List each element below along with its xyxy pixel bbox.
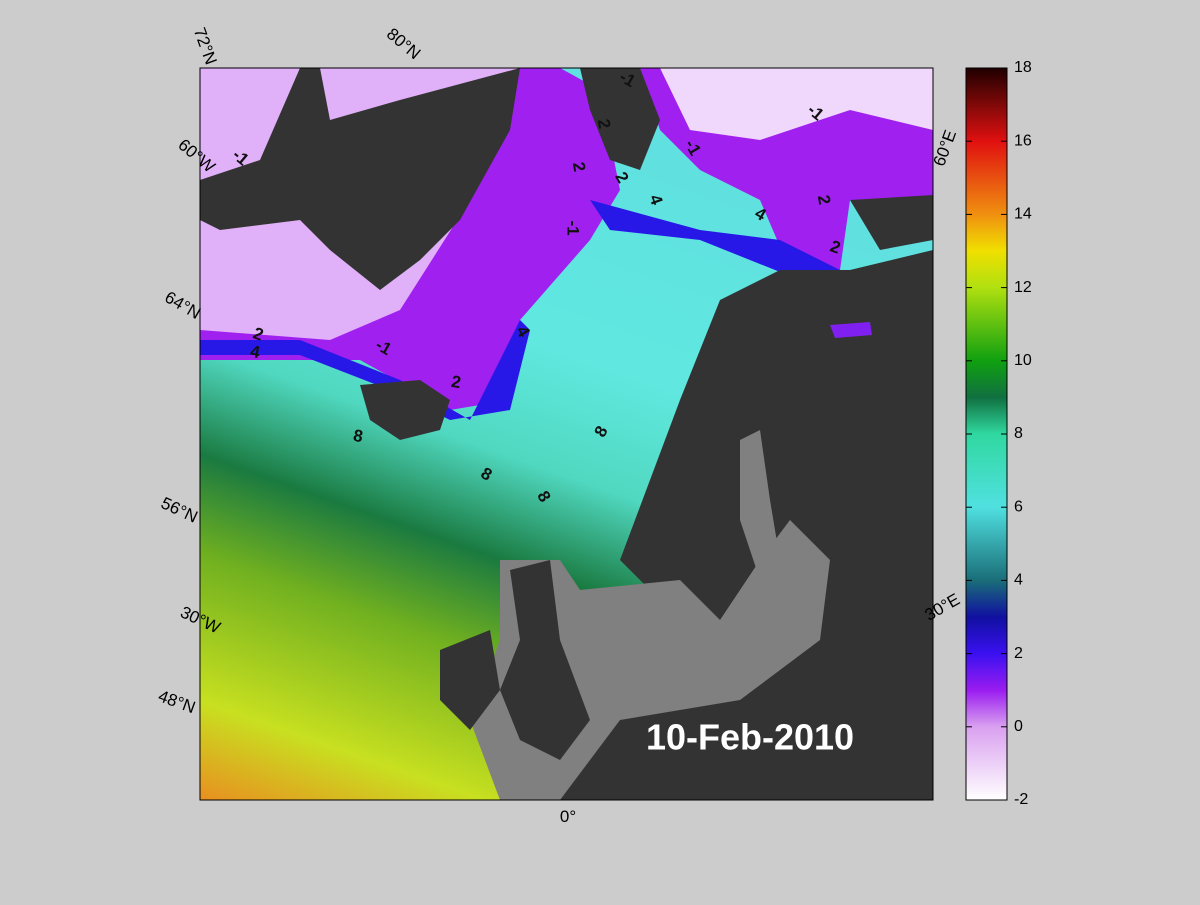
colorbar-tick-label: 4 (1014, 572, 1023, 589)
colorbar-tick-label: 8 (1014, 425, 1023, 442)
front-west (200, 320, 530, 420)
date-label: 10-Feb-2010 (646, 717, 854, 758)
lat-label: 64°N (162, 288, 204, 323)
contour-label: 8 (352, 426, 365, 446)
lon-label: 60°E (930, 127, 961, 168)
kola (850, 195, 933, 250)
colorbar-tick-label: 16 (1014, 132, 1032, 149)
contour-label: -1 (564, 220, 583, 235)
contour-label: 2 (450, 372, 463, 392)
britain (500, 560, 590, 760)
colorbar-tick-label: 12 (1014, 279, 1032, 296)
colorbar-tick-label: 0 (1014, 718, 1023, 735)
contour-label: 2 (569, 161, 589, 174)
lat-label: 48°N (156, 686, 198, 717)
iceland (360, 380, 450, 440)
front (590, 200, 840, 280)
contour-label: 2 (594, 118, 614, 131)
greenland (200, 68, 520, 290)
contour-label: 4 (249, 342, 262, 362)
colorbar (965, 67, 1008, 801)
map-area (200, 68, 933, 800)
colorbar-tick-label: 10 (1014, 352, 1032, 369)
lat-label: 72°N (190, 25, 221, 67)
baltic (740, 430, 780, 580)
contour-label: 2 (814, 194, 834, 207)
ice-water-east (660, 68, 933, 140)
map-frame (199, 67, 934, 801)
white-sea (830, 322, 872, 338)
lat-label: 80°N (383, 24, 424, 63)
ireland (440, 630, 500, 730)
colorbar-tick-label: 14 (1014, 206, 1032, 223)
lon-label: 0° (560, 807, 576, 826)
colorbar-tick-label: -2 (1014, 791, 1028, 808)
svalbard (580, 68, 660, 170)
colorbar-tick-label: 6 (1014, 498, 1023, 515)
colorbar-tick-label: 2 (1014, 645, 1023, 662)
lat-label: 56°N (158, 493, 200, 526)
colorbar-tick-label: 18 (1014, 59, 1032, 76)
